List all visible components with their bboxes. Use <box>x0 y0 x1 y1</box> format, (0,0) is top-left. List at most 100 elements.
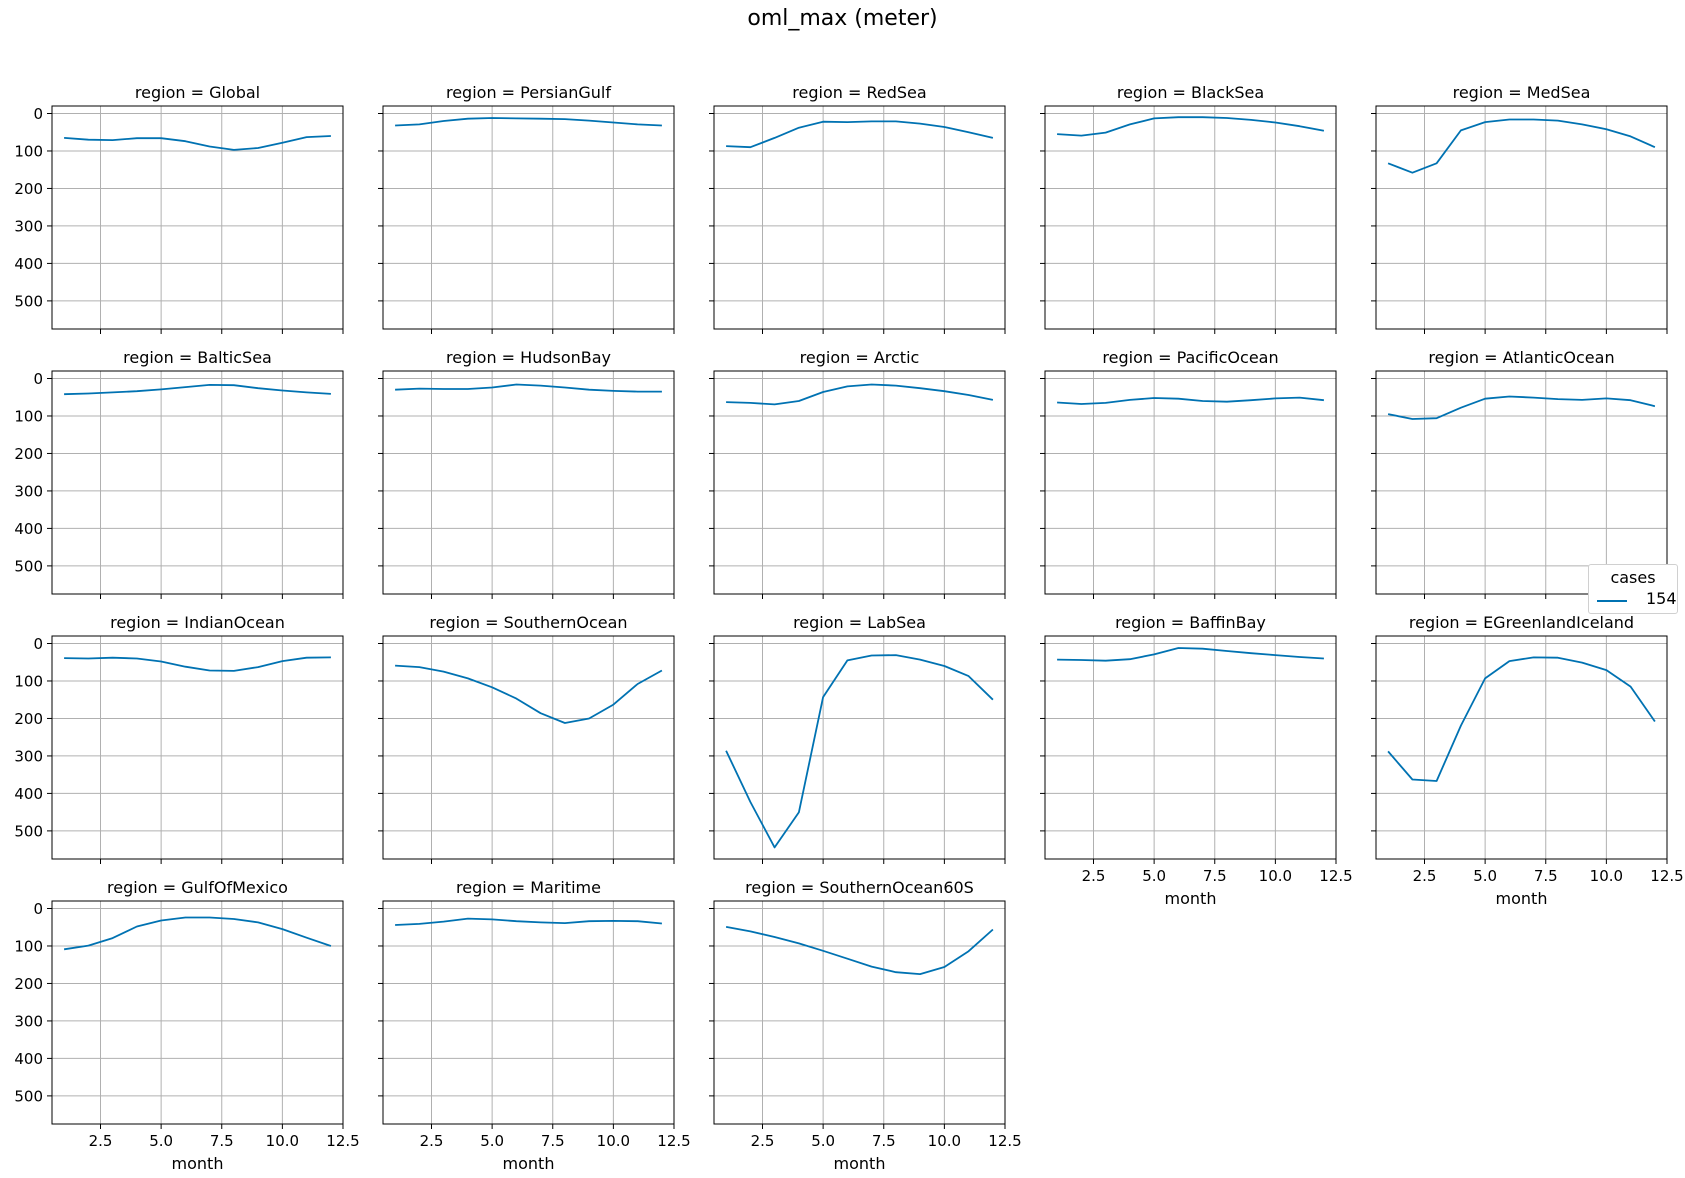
y-tick-label: 500 <box>14 292 43 310</box>
y-tick-label: 300 <box>14 482 43 500</box>
panel-frame <box>713 900 1006 1125</box>
panel-title: region = IndianOcean <box>110 613 285 632</box>
series-line-Arctic <box>726 383 994 406</box>
y-tick-label: 500 <box>14 822 43 840</box>
panel-frame <box>1044 635 1337 860</box>
x-tick-label: 10.0 <box>266 1132 299 1150</box>
panel-GulfOfMexico: region = GulfOfMexico 0 100 200 300 400 500 2.5… <box>14 878 359 1173</box>
legend-entry-label: 154 <box>1646 589 1677 608</box>
series-line-BaffinBay <box>1057 647 1324 662</box>
panel-title: region = HudsonBay <box>446 348 611 367</box>
x-tick-label: 5.0 <box>1473 867 1497 885</box>
x-tick-label: 10.0 <box>928 1132 961 1150</box>
y-tick-label: 0 <box>33 105 43 123</box>
panel-title: region = Global <box>135 83 260 102</box>
x-tick-label: 12.5 <box>1319 867 1352 885</box>
panel-BaffinBay: region = BaffinBay 2.5 5.0 7.5 10.0 12.5 month <box>1040 613 1353 908</box>
panel-frame <box>1044 370 1337 595</box>
panel-title: region = Arctic <box>800 348 920 367</box>
panel-frame <box>382 635 675 860</box>
panel-IndianOcean: region = IndianOcean 0 100 200 300 400 500 <box>14 613 344 864</box>
panel-frame <box>713 105 1006 330</box>
series-line-LabSea <box>725 654 994 849</box>
y-tick-label: 300 <box>14 1012 43 1030</box>
y-tick-label: 500 <box>14 1087 43 1105</box>
y-tick-label: 400 <box>14 1050 43 1068</box>
series-line-AtlanticOcean <box>1387 395 1656 420</box>
panel-title: region = LabSea <box>793 613 926 632</box>
panel-frame <box>1375 635 1668 860</box>
panel-SouthernOcean: region = SouthernOcean <box>378 613 675 864</box>
panel-frame <box>713 370 1006 595</box>
x-axis-label: month <box>1496 889 1548 908</box>
legend-title: cases <box>1610 568 1656 587</box>
panel-title: region = BlackSea <box>1117 83 1264 102</box>
y-tick-label: 400 <box>14 785 43 803</box>
legend: cases 154 <box>1588 564 1678 614</box>
panel-title: region = MedSea <box>1453 83 1591 102</box>
series-line-BalticSea <box>64 383 331 396</box>
x-tick-label: 12.5 <box>1650 867 1683 885</box>
x-tick-label: 2.5 <box>1413 867 1437 885</box>
x-tick-label: 5.0 <box>149 1132 173 1150</box>
figure-title: oml_max (meter) <box>747 6 938 31</box>
panel-MedSea: region = MedSea <box>1371 83 1668 334</box>
panel-title: region = AtlanticOcean <box>1428 348 1614 367</box>
panel-frame <box>382 105 675 330</box>
panel-frame <box>713 635 1006 860</box>
x-tick-label: 7.5 <box>1534 867 1558 885</box>
panel-RedSea: region = RedSea <box>709 83 1006 334</box>
panel-title: region = BaffinBay <box>1115 613 1266 632</box>
x-tick-label: 5.0 <box>480 1132 504 1150</box>
panel-frame <box>1044 105 1337 330</box>
panel-frame <box>51 900 344 1125</box>
y-tick-label: 500 <box>14 557 43 575</box>
panel-title: region = PersianGulf <box>446 83 611 102</box>
series-line-MedSea <box>1387 118 1656 174</box>
panel-title: region = SouthernOcean60S <box>745 878 974 897</box>
panel-frame <box>1375 370 1668 595</box>
x-tick-label: 7.5 <box>541 1132 565 1150</box>
x-tick-label: 7.5 <box>210 1132 234 1150</box>
panel-title: region = RedSea <box>792 83 926 102</box>
series-line-GulfOfMexico <box>63 916 332 951</box>
panel-BalticSea: region = BalticSea 0 100 200 300 400 500 <box>14 348 344 599</box>
y-tick-label: 200 <box>14 975 43 993</box>
panel-SouthernOcean60S: region = SouthernOcean60S 2.5 5.0 7.5 10.0 12… <box>709 878 1022 1173</box>
y-tick-label: 100 <box>14 672 43 690</box>
y-tick-label: 100 <box>14 407 43 425</box>
panel-frame <box>1375 105 1668 330</box>
x-tick-label: 10.0 <box>597 1132 630 1150</box>
panel-PersianGulf: region = PersianGulf <box>378 83 675 334</box>
panel-title: region = BalticSea <box>123 348 272 367</box>
series-line-SouthernOcean60S <box>725 926 994 975</box>
series-line-SouthernOcean <box>395 664 663 724</box>
y-tick-label: 400 <box>14 520 43 538</box>
series-line-PersianGulf <box>395 117 662 127</box>
y-tick-label: 200 <box>14 180 43 198</box>
panel-title: region = SouthernOcean <box>429 613 627 632</box>
x-axis-label: month <box>172 1154 224 1173</box>
x-tick-label: 2.5 <box>89 1132 113 1150</box>
series-line-BlackSea <box>1057 116 1325 137</box>
x-tick-label: 12.5 <box>657 1132 690 1150</box>
y-tick-label: 0 <box>33 900 43 918</box>
x-tick-label: 10.0 <box>1590 867 1623 885</box>
legend-line-swatch <box>1597 600 1627 602</box>
x-tick-label: 12.5 <box>326 1132 359 1150</box>
y-tick-label: 400 <box>14 255 43 273</box>
panel-HudsonBay: region = HudsonBay <box>378 348 675 599</box>
panel-Maritime: region = Maritime 2.5 5.0 7.5 10.0 12.5 month <box>378 878 691 1173</box>
x-tick-label: 12.5 <box>988 1132 1021 1150</box>
y-tick-label: 300 <box>14 747 43 765</box>
y-tick-label: 300 <box>14 217 43 235</box>
x-tick-label: 5.0 <box>1142 867 1166 885</box>
x-tick-label: 2.5 <box>420 1132 444 1150</box>
series-line-HudsonBay <box>395 383 662 393</box>
panel-title: region = GulfOfMexico <box>107 878 288 897</box>
panel-EGreenlandIceland: region = EGreenlandIceland 2.5 5.0 7.5 10.0 1… <box>1371 613 1684 908</box>
x-tick-label: 2.5 <box>751 1132 775 1150</box>
panel-PacificOcean: region = PacificOcean <box>1040 348 1337 599</box>
x-tick-label: 7.5 <box>1203 867 1227 885</box>
